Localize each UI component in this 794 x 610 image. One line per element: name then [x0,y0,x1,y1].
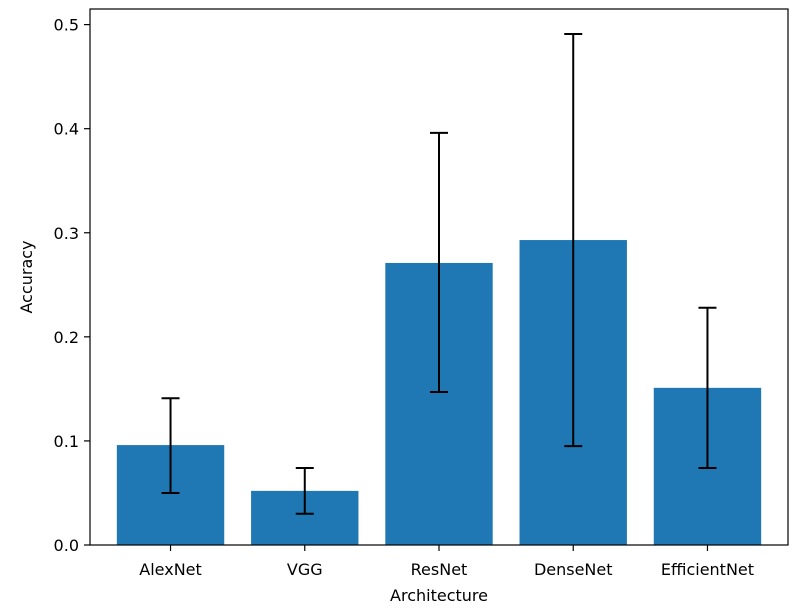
error-bar-alexnet [161,397,180,494]
x-tick-label-resnet: ResNet [411,560,468,579]
error-bar-resnet [430,131,448,394]
y-tick-label: 0.1 [54,432,79,451]
y-tick-label: 0.5 [54,16,79,35]
y-tick-label: 0.3 [54,224,79,243]
x-tick-label-alexnet: AlexNet [139,560,202,579]
x-axis-label: Architecture [390,586,488,605]
x-tick-label-efficientnet: EfficientNet [661,560,754,579]
y-axis: 0.0 0.1 0.2 0.3 0.4 0.5 [54,16,90,555]
x-tick-label-densenet: DenseNet [534,560,613,579]
x-tick-label-vgg: VGG [287,560,323,579]
error-bar-vgg [295,466,314,515]
y-tick-label: 0.4 [54,120,79,139]
y-tick-label: 0.2 [54,328,79,347]
error-bar-efficientnet [698,306,717,469]
y-axis-label: Accuracy [17,240,36,313]
x-axis: AlexNet VGG ResNet DenseNet EfficientNet [139,545,754,579]
error-bar-densenet [564,32,583,448]
error-bars-layer [161,32,717,515]
y-tick-label: 0.0 [54,536,79,555]
